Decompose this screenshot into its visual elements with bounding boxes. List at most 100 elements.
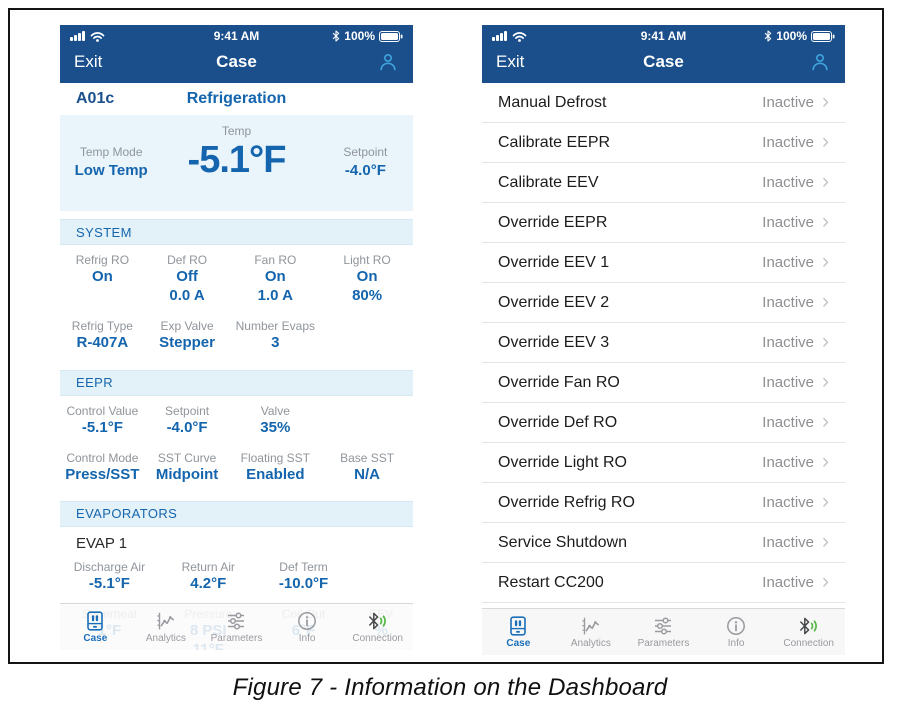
- nav-title: Case: [643, 52, 684, 71]
- section-header-eepr: EEPR: [60, 369, 413, 396]
- tab-analytics[interactable]: Analytics: [131, 604, 202, 650]
- list-item-override-refrig-ro[interactable]: Override Refrig RO Inactive ›: [482, 483, 845, 523]
- field-def-ro: Def RO Off 0.0 A: [167, 253, 208, 305]
- info-icon: [727, 617, 746, 635]
- field-base-sst: Base SST N/A: [340, 450, 395, 483]
- list-item-override-eev-3[interactable]: Override EEV 3 Inactive ›: [482, 323, 845, 363]
- bluetooth-connection-icon: [799, 617, 817, 635]
- user-account-button[interactable]: [809, 51, 831, 73]
- list-item-override-eev-1[interactable]: Override EEV 1 Inactive ›: [482, 243, 845, 283]
- screenshot-dashboard: 9:41 AM 100% Exit Case: [60, 25, 413, 650]
- system-row-1: Refrig RO On Def RO Off 0.0 A Fan RO On 1.0 A…: [60, 245, 413, 311]
- tab-info[interactable]: Info: [272, 604, 343, 650]
- section-header-evaporators: EVAPORATORS: [60, 500, 413, 527]
- battery-icon: [379, 30, 403, 42]
- user-account-button[interactable]: [377, 51, 399, 73]
- current-temp-value: -5.1°F: [187, 139, 287, 181]
- list-item-override-fan-ro[interactable]: Override Fan RO Inactive ›: [482, 363, 845, 403]
- list-item-override-eepr[interactable]: Override EEPR Inactive ›: [482, 203, 845, 243]
- list-item-override-eev-2[interactable]: Override EEV 2 Inactive ›: [482, 283, 845, 323]
- tab-parameters[interactable]: Parameters: [627, 609, 700, 655]
- status-badge: Inactive: [762, 174, 814, 191]
- battery-percent: 100%: [344, 29, 375, 43]
- exit-button[interactable]: Exit: [496, 52, 525, 71]
- chevron-right-icon: ›: [822, 90, 829, 114]
- figure-caption: Figure 7 - Information on the Dashboard: [232, 674, 668, 701]
- chevron-right-icon: ›: [822, 170, 829, 194]
- chevron-right-icon: ›: [822, 330, 829, 354]
- person-icon: [380, 53, 396, 71]
- section-header-system: SYSTEM: [60, 219, 413, 245]
- status-time: 9:41 AM: [640, 29, 687, 43]
- status-badge: Inactive: [762, 534, 814, 551]
- status-badge: Inactive: [762, 214, 814, 231]
- field-discharge-air: Discharge Air -5.1°F: [73, 559, 146, 592]
- status-badge: Inactive: [762, 414, 814, 431]
- parameters-icon: [655, 617, 672, 635]
- field-light-ro: Light RO On 80%: [343, 253, 391, 305]
- current-temp-cell: Temp -5.1°F: [148, 124, 325, 182]
- chevron-right-icon: ›: [822, 530, 829, 554]
- cell-signal-icon: [492, 31, 507, 41]
- tab-case[interactable]: Case: [60, 604, 131, 650]
- chevron-right-icon: ›: [822, 290, 829, 314]
- field-refrig-type: Refrig Type R-407A: [71, 319, 133, 352]
- status-badge: Inactive: [762, 294, 814, 311]
- status-badge: Inactive: [762, 374, 814, 391]
- chevron-right-icon: ›: [822, 210, 829, 234]
- temperature-panel: Temp Mode Low Temp Temp -5.1°F Setpoint …: [60, 115, 413, 211]
- list-item-override-def-ro[interactable]: Override Def RO Inactive ›: [482, 403, 845, 443]
- field-control-mode: Control Mode Press/SST: [65, 450, 140, 483]
- field-exp-valve: Exp Valve Stepper: [159, 319, 215, 352]
- status-bar: 9:41 AM 100%: [60, 25, 413, 47]
- bluetooth-icon: [333, 30, 340, 42]
- field-return-air: Return Air 4.2°F: [181, 559, 235, 592]
- tab-connection[interactable]: Connection: [342, 604, 413, 650]
- tab-case[interactable]: Case: [482, 609, 555, 655]
- exit-button[interactable]: Exit: [74, 52, 103, 71]
- status-badge: Inactive: [762, 254, 814, 271]
- field-control-value: Control Value -5.1°F: [66, 403, 139, 436]
- command-list: Manual Defrost Inactive › Calibrate EEPR…: [482, 83, 845, 603]
- status-badge: Inactive: [762, 494, 814, 511]
- field-refrig-ro: Refrig RO On: [75, 253, 130, 285]
- status-bar: 9:41 AM 100%: [482, 25, 845, 47]
- chevron-right-icon: ›: [822, 410, 829, 434]
- status-badge: Inactive: [762, 334, 814, 351]
- nav-bar: Exit Case: [482, 47, 845, 83]
- chevron-right-icon: ›: [822, 370, 829, 394]
- setpoint-cell: Setpoint -4.0°F: [343, 145, 388, 179]
- top-bar: 9:41 AM 100% Exit Case: [60, 25, 413, 83]
- tab-bar: Case Analytics Parame: [60, 603, 413, 650]
- nav-bar: Exit Case: [60, 47, 413, 83]
- case-application: Refrigeration: [186, 90, 287, 107]
- tab-connection[interactable]: Connection: [772, 609, 845, 655]
- screenshot-commands-list: 9:41 AM 100% Exit Case: [482, 25, 845, 655]
- case-icon: [510, 616, 527, 636]
- tab-parameters[interactable]: Parameters: [201, 604, 272, 650]
- case-icon: [87, 611, 104, 631]
- cell-signal-icon: [70, 31, 85, 41]
- battery-icon: [811, 30, 835, 42]
- list-item-override-light-ro[interactable]: Override Light RO Inactive ›: [482, 443, 845, 483]
- tab-info[interactable]: Info: [700, 609, 773, 655]
- evap-row-1: Discharge Air -5.1°F Return Air 4.2°F Def …: [60, 552, 413, 599]
- status-badge: Inactive: [762, 454, 814, 471]
- list-item-calibrate-eev[interactable]: Calibrate EEV Inactive ›: [482, 163, 845, 203]
- field-fan-ro: Fan RO On 1.0 A: [254, 253, 297, 305]
- case-id: A01c: [76, 90, 115, 107]
- list-item-manual-defrost[interactable]: Manual Defrost Inactive ›: [482, 83, 845, 123]
- list-item-service-shutdown[interactable]: Service Shutdown Inactive ›: [482, 523, 845, 563]
- wifi-icon: [90, 31, 104, 42]
- status-badge: Inactive: [762, 94, 814, 111]
- info-icon: [298, 612, 317, 630]
- case-header: A01c Refrigeration: [60, 83, 413, 115]
- tab-analytics[interactable]: Analytics: [555, 609, 628, 655]
- field-eepr-setpoint: Setpoint -4.0°F: [165, 403, 210, 436]
- list-item-calibrate-eepr[interactable]: Calibrate EEPR Inactive ›: [482, 123, 845, 163]
- chevron-right-icon: ›: [822, 450, 829, 474]
- eepr-row-1: Control Value -5.1°F Setpoint -4.0°F Valve…: [60, 396, 413, 443]
- list-item-restart-cc200[interactable]: Restart CC200 Inactive ›: [482, 563, 845, 603]
- top-bar: 9:41 AM 100% Exit Case: [482, 25, 845, 83]
- bluetooth-connection-icon: [368, 612, 386, 630]
